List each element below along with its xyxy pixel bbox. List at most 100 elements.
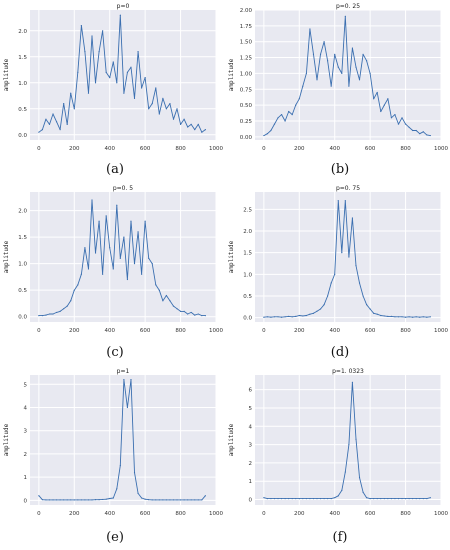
plot-a: 0 200 400 600 800 1000 0.0 0.5 1.0 1.5 2.0 p=0 ampli… — [3, 3, 223, 152]
data-point — [429, 497, 431, 499]
data-point — [390, 117, 392, 119]
data-point — [48, 499, 51, 501]
data-point — [102, 30, 104, 32]
data-point — [401, 316, 403, 318]
data-point — [190, 499, 192, 501]
y-tick-label: 2.0 — [243, 229, 252, 235]
y-tick-label: 2.5 — [243, 207, 252, 213]
data-point — [266, 133, 268, 135]
data-point — [187, 313, 189, 315]
data-point — [91, 499, 93, 501]
data-point — [70, 92, 72, 94]
data-point — [412, 316, 414, 318]
panel-b: 0 200 400 600 800 1000 0.00 0.25 0.50 0.75 1.00 1.2… — [225, 0, 450, 180]
data-point — [179, 499, 182, 501]
x-tick-label: 200 — [294, 511, 305, 517]
y-tick-label: 2 — [249, 461, 253, 467]
series-line — [38, 199, 206, 317]
data-point — [394, 316, 396, 318]
data-point — [288, 315, 290, 317]
data-point — [70, 499, 72, 501]
data-point — [362, 491, 364, 493]
data-point — [263, 316, 265, 318]
y-tick-label: 0.25 — [240, 119, 253, 125]
data-point — [63, 499, 65, 501]
data-point — [366, 60, 368, 62]
data-point — [397, 316, 400, 318]
plot-b: 0 200 400 600 800 1000 0.00 0.25 0.50 0.75 1.00 1.2… — [228, 3, 448, 152]
data-point — [141, 497, 143, 499]
data-point — [169, 300, 171, 302]
data-point — [394, 114, 396, 116]
data-point — [351, 381, 354, 383]
y-tick-label: 0.00 — [240, 135, 253, 141]
data-point — [148, 257, 150, 259]
data-point — [426, 316, 428, 318]
data-point — [133, 263, 136, 265]
y-axis-label: amplitude — [3, 423, 10, 456]
y-tick-label: 2.00 — [240, 8, 253, 14]
data-point — [109, 247, 111, 249]
data-point — [197, 313, 199, 315]
data-point — [91, 35, 93, 37]
x-tick-label: 600 — [140, 328, 151, 334]
data-point — [408, 497, 410, 500]
data-point — [112, 497, 114, 499]
data-point — [172, 305, 175, 307]
data-point — [397, 497, 400, 500]
y-tick-label: 1.5 — [18, 235, 27, 241]
y-tick-label: 4 — [24, 406, 28, 412]
data-point — [137, 51, 139, 53]
data-point — [176, 108, 178, 110]
plot-f: 0 200 400 600 800 1000 0 1 2 3 4 5 6 p=1. 0323 amplitu… — [228, 368, 448, 517]
data-point — [323, 304, 325, 306]
x-tick-label: 200 — [69, 511, 80, 517]
x-tick-label: 600 — [140, 146, 151, 152]
data-point — [194, 129, 196, 131]
data-point — [412, 129, 414, 132]
y-tick-label: 2.0 — [18, 209, 27, 215]
data-point — [77, 499, 79, 501]
data-point — [80, 273, 82, 275]
data-point — [369, 308, 371, 310]
data-point — [380, 497, 382, 500]
data-point — [41, 499, 44, 501]
data-point — [48, 313, 51, 315]
data-point — [309, 313, 311, 315]
panel-a: 0 200 400 600 800 1000 0.0 0.5 1.0 1.5 2.0 p=0 ampli… — [0, 0, 225, 180]
data-point — [404, 123, 407, 125]
data-point — [187, 499, 189, 501]
data-point — [48, 123, 51, 125]
data-point — [390, 315, 392, 317]
data-point — [123, 92, 125, 94]
y-tick-label: 1.5 — [243, 251, 252, 257]
x-tick-label: 0 — [37, 146, 41, 152]
data-point — [426, 497, 428, 500]
data-point — [162, 499, 164, 501]
data-point — [119, 14, 121, 16]
data-point — [355, 66, 357, 68]
data-point — [344, 15, 346, 17]
data-point — [270, 497, 272, 500]
data-point — [98, 51, 100, 53]
data-point — [102, 273, 104, 275]
data-point — [412, 497, 414, 500]
data-point — [426, 134, 428, 136]
data-point — [123, 379, 125, 381]
data-point — [298, 314, 300, 317]
data-point — [126, 71, 129, 73]
y-tick-label: 4 — [249, 424, 253, 430]
x-tick-label: 800 — [175, 511, 186, 517]
data-point — [319, 308, 322, 310]
data-point — [298, 98, 300, 100]
data-point — [84, 51, 86, 53]
data-point — [105, 498, 107, 500]
data-point — [126, 278, 129, 281]
data-point — [415, 497, 417, 500]
data-point — [295, 315, 297, 317]
data-point — [45, 118, 47, 120]
data-point — [66, 305, 68, 307]
data-point — [109, 497, 111, 500]
data-point — [302, 497, 304, 500]
data-point — [380, 314, 382, 317]
